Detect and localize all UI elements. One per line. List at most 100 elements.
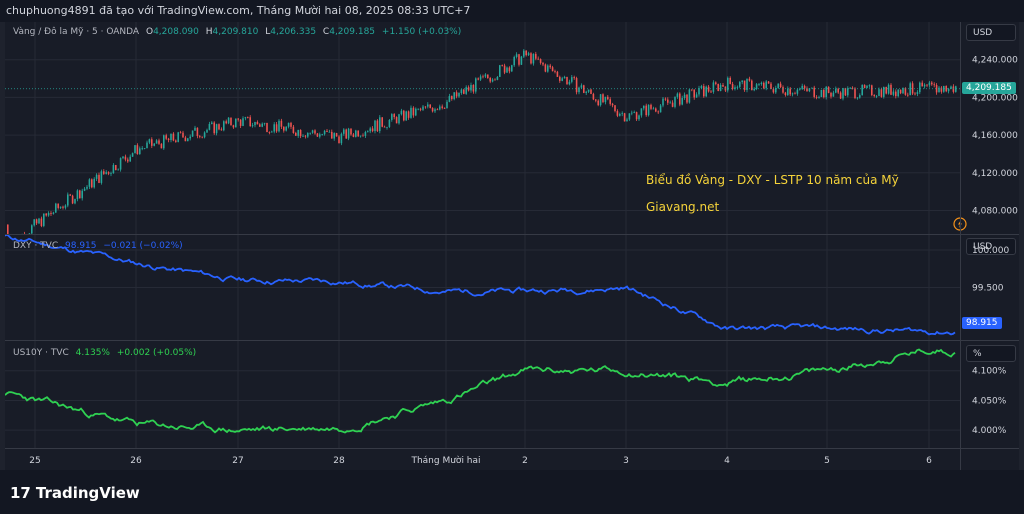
x-tick-label: 3 [623,456,629,466]
candle [64,204,67,210]
candle [719,83,722,92]
candle [446,99,448,109]
candle [837,87,839,94]
dxy-change: −0.021 (−0.02%) [103,241,183,251]
candle [683,92,686,100]
candle [532,53,535,66]
candle [184,135,187,142]
candle [172,132,175,142]
pane-divider-1[interactable] [5,234,1019,235]
candle [119,157,122,172]
candle [100,169,103,185]
candle [314,129,316,135]
candle [345,128,347,139]
candle [343,128,345,136]
dxy-pane[interactable] [5,235,960,340]
candle [33,219,35,227]
candle [448,93,451,103]
candle [923,83,926,89]
dxy-currency-button[interactable]: USD [966,238,1016,255]
time-axis[interactable]: 25 26 27 28 Tháng Mười hai 2 3 4 5 6 [5,449,960,470]
candle [916,90,919,97]
candle [614,105,616,113]
x-tick-label: Tháng Mười hai [410,455,480,466]
candle [645,103,647,117]
candle [388,118,391,128]
tradingview-logo[interactable]: 17 TradingView [10,484,140,502]
candle [424,106,427,109]
price-scale[interactable]: 4,080.000 4,120.000 4,160.000 4,200.000 4,24… [961,22,1019,448]
candle [383,125,386,128]
candle [247,116,249,119]
us10y-chart[interactable] [5,341,960,448]
gold-currency-button[interactable]: USD [966,24,1016,41]
candle [832,90,835,97]
candle [347,127,350,141]
candle [868,84,871,88]
candle [35,218,38,225]
candle [115,164,117,171]
candle [335,132,338,137]
candle [131,152,134,157]
candle [47,211,50,217]
candle [571,74,573,84]
candle [167,137,170,143]
candle [535,51,537,61]
candle [179,130,182,134]
candle [539,58,542,65]
candle [691,89,693,92]
candle [160,143,163,149]
dxy-chart[interactable] [5,235,960,340]
y-tick-label: 4.050% [972,396,1007,406]
candle [407,110,410,120]
pane-divider-2[interactable] [5,340,1019,341]
gold-h-label: H [205,27,213,37]
candle [518,53,520,67]
candle [722,82,724,87]
candle [503,63,506,75]
candle [189,134,191,141]
candle [647,104,650,117]
candle [45,213,47,217]
candle [398,113,400,125]
annotation-line2: Giavang.net [646,200,720,214]
gold-chart[interactable] [5,22,960,234]
candle [741,80,743,85]
candle [679,92,681,107]
candle [609,97,611,106]
candle [112,163,115,174]
candle [787,86,789,97]
candle [626,117,628,122]
candle [331,129,333,139]
candle [124,154,127,162]
candle [391,113,393,122]
candle [251,122,254,128]
gold-l-label: L [265,27,271,37]
candle [405,110,407,121]
y-tick-label: 4,160.000 [972,131,1018,141]
dxy-symbol: DXY · TVC [13,241,59,251]
us10y-unit-button[interactable]: % [966,345,1016,362]
candle [40,216,43,228]
gold-pane[interactable] [5,22,960,234]
candle [875,94,878,99]
candle [191,130,194,137]
candle [419,107,422,112]
candle [616,109,619,118]
candle [194,125,196,131]
us10y-pane[interactable] [5,341,960,448]
x-tick-label: 28 [333,456,345,466]
candle [525,50,527,57]
dxy-price-tag: 98.915 [962,317,1002,329]
candle [727,76,729,93]
candle [227,117,230,125]
candle [914,92,916,96]
candle [592,92,595,101]
candle [326,128,328,133]
candle [508,66,511,74]
candle [429,104,431,109]
candle [842,87,844,101]
candle [746,78,748,93]
candle [304,135,307,139]
candle [134,145,136,154]
